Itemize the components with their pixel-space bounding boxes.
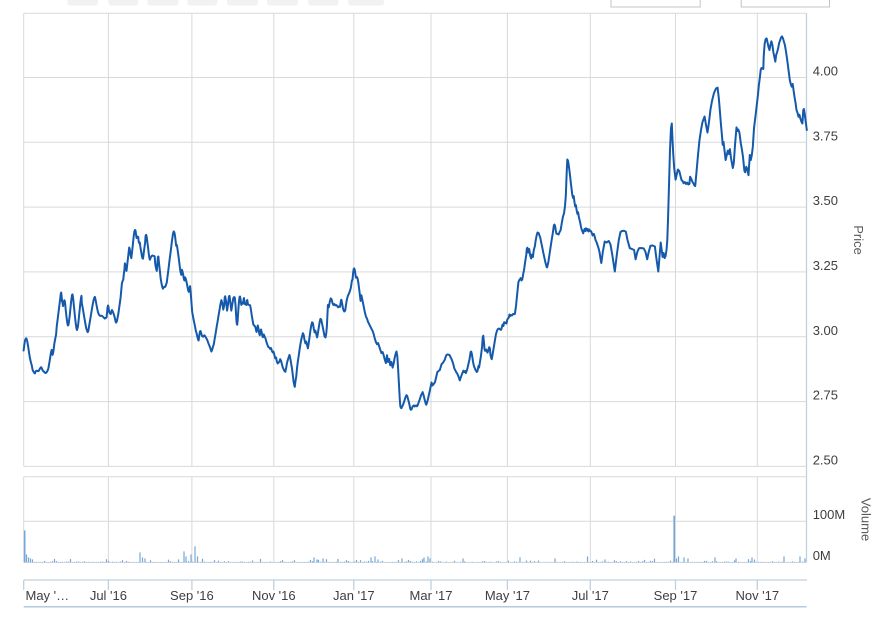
svg-text:Nov '16: Nov '16	[252, 588, 296, 603]
svg-text:May '17: May '17	[485, 588, 530, 603]
svg-text:2.75: 2.75	[813, 388, 838, 403]
svg-text:Mar '17: Mar '17	[410, 588, 453, 603]
svg-text:May '…: May '…	[26, 588, 70, 603]
svg-text:Sep '16: Sep '16	[170, 588, 214, 603]
svg-text:Jul '16: Jul '16	[90, 588, 127, 603]
svg-text:Jul '17: Jul '17	[572, 588, 609, 603]
svg-text:3.00: 3.00	[813, 323, 838, 338]
svg-text:3.50: 3.50	[813, 193, 838, 208]
svg-text:2.50: 2.50	[813, 452, 838, 467]
svg-text:4.00: 4.00	[813, 64, 838, 79]
svg-text:Sep '17: Sep '17	[654, 588, 698, 603]
svg-text:Volume: Volume	[859, 498, 874, 541]
svg-text:100M: 100M	[813, 507, 846, 522]
svg-text:3.25: 3.25	[813, 258, 838, 273]
svg-text:0M: 0M	[813, 548, 831, 563]
svg-text:Nov '17: Nov '17	[735, 588, 779, 603]
svg-text:Price: Price	[851, 225, 866, 255]
svg-text:3.75: 3.75	[813, 128, 838, 143]
svg-text:Jan '17: Jan '17	[333, 588, 375, 603]
